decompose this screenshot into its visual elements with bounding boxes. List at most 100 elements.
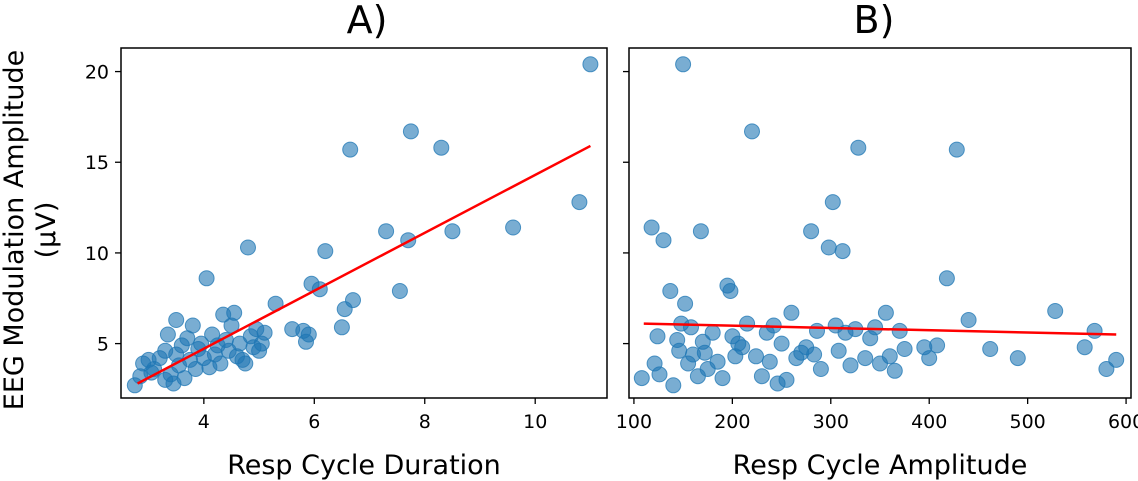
panel-b-data-point [655, 232, 672, 249]
panel-b-data-point [850, 139, 867, 156]
panel-a-data-point [402, 123, 419, 140]
panel-b-x-tick-label: 100 [616, 411, 652, 433]
panel-b-data-point [809, 322, 825, 339]
panel-a-data-point [342, 141, 359, 158]
panel-b-data-point [921, 350, 938, 367]
panel-b-regression-line [643, 322, 1117, 336]
panel-a-data-point [240, 239, 256, 256]
panel-a-axes-frame [120, 47, 608, 399]
panel-a-data-point [168, 312, 185, 328]
panel-a-data-point [226, 304, 243, 321]
panel-b-x-tick-label: 400 [911, 411, 947, 433]
panel-a-x-tick-label: 6 [308, 411, 320, 433]
panel-b-data-point [773, 335, 790, 352]
panel-b-data-point [722, 283, 739, 299]
panel-a-data-point [444, 223, 461, 240]
y-axis-label: EEG Modulation Amplitude [0, 50, 30, 410]
panel-b-data-point [671, 342, 688, 359]
panel-a-data-point [198, 270, 215, 287]
panel-a-data-point [505, 219, 522, 236]
panel-a-y-tick-label: 10 [85, 243, 109, 265]
panel-b-data-point [1108, 351, 1125, 368]
panel-b-data-point [896, 341, 913, 357]
panel-b-data-point [739, 315, 756, 332]
panel-b-x-axis-label: Resp Cycle Amplitude [733, 450, 1028, 481]
panel-a-y-tick-label: 20 [85, 62, 109, 84]
panel-b-data-point [881, 348, 898, 365]
panel-b-data-point [929, 337, 946, 354]
panel-a-data-point [582, 56, 599, 73]
panel-a-data-point [333, 319, 350, 336]
panel-b-data-point [651, 366, 668, 383]
panel-a-data-point [159, 326, 176, 343]
panel-a-regression-line [136, 144, 592, 385]
panel-b-data-point [714, 370, 731, 387]
panel-b-data-point [677, 295, 694, 312]
panel-b-data-point [982, 341, 999, 357]
panel-a-data-point [237, 355, 254, 372]
panel-b-data-point [704, 324, 721, 341]
panel-b-data-point [696, 344, 713, 361]
panel-b-data-point [761, 353, 778, 370]
panel-b-data-point [643, 219, 660, 236]
panel-b-data-point [867, 319, 884, 336]
panel-b-data-point [806, 346, 823, 363]
panel-b-data-point [744, 123, 760, 140]
panel-b-data-point [938, 270, 955, 287]
panel-b-data-point [748, 348, 764, 365]
panel-b-data-point [803, 223, 820, 240]
panel-b-data-point [1009, 350, 1026, 367]
panel-b-x-tick-label: 300 [813, 411, 849, 433]
panel-a-y-tick-label: 5 [97, 334, 109, 356]
panel-a-data-point [433, 139, 450, 156]
panel-b-data-point [834, 243, 851, 260]
panel-a-data-point [391, 283, 408, 299]
panel-a-title: A) [347, 0, 388, 42]
panel-b-x-tick-label: 600 [1108, 411, 1138, 433]
panel-b-data-point [778, 371, 795, 388]
panel-a-x-axis-label: Resp Cycle Duration [227, 450, 501, 481]
panel-b-data-point [675, 56, 692, 73]
panel-b-x-tick-label: 500 [1010, 411, 1046, 433]
panel-b-data-point [824, 194, 841, 211]
panel-b-data-point [692, 223, 709, 240]
panel-a-x-tick-label: 10 [523, 411, 547, 433]
panel-a-x-tick-label: 8 [419, 411, 431, 433]
panel-b-data-point [1086, 322, 1103, 339]
panel-a-data-point [212, 355, 229, 372]
panel-a-data-point [345, 292, 361, 309]
y-axis-unit-label: (µV) [31, 202, 62, 259]
panel-b-data-point [783, 304, 800, 321]
panel-a-x-tick-label: 4 [198, 411, 210, 433]
panel-b-data-point [683, 319, 699, 336]
panel-a-data-point [176, 370, 193, 387]
panel-b-data-point [662, 283, 679, 299]
panel-b-data-point [830, 342, 847, 359]
panel-a-data-point [317, 243, 334, 260]
panel-b-data-point [877, 304, 894, 321]
panel-b: B) 100 200 300 400 500 600 Resp Cycle Amplitud… [616, 0, 1138, 481]
panel-b-data-point [1076, 339, 1093, 356]
panel-b-data-point [633, 370, 650, 387]
panel-b-data-point [753, 368, 770, 385]
panel-a-data-point [571, 194, 588, 211]
panel-b-title: B) [854, 0, 895, 42]
panel-b-data-point [886, 362, 903, 379]
panel-b-data-point [857, 350, 874, 367]
panel-a-data-point [378, 223, 395, 240]
panel-b-data-point [665, 377, 682, 394]
panel-b-data-point [842, 357, 859, 374]
panel-b-axes-frame [628, 47, 1132, 399]
panel-b-data-point [960, 312, 977, 328]
panel-b-data-point [820, 239, 837, 256]
panel-b-data-point [812, 361, 829, 377]
panel-b-data-point [649, 328, 666, 345]
panel-a-data-point [184, 317, 201, 334]
panel-b-data-point [1047, 303, 1064, 319]
panel-b-data-point [734, 339, 751, 356]
panel-a-data-point [256, 324, 273, 341]
panel-b-data-point [709, 353, 726, 370]
panel-a-y-tick-label: 15 [85, 152, 109, 174]
panel-b-data-point [948, 141, 965, 158]
